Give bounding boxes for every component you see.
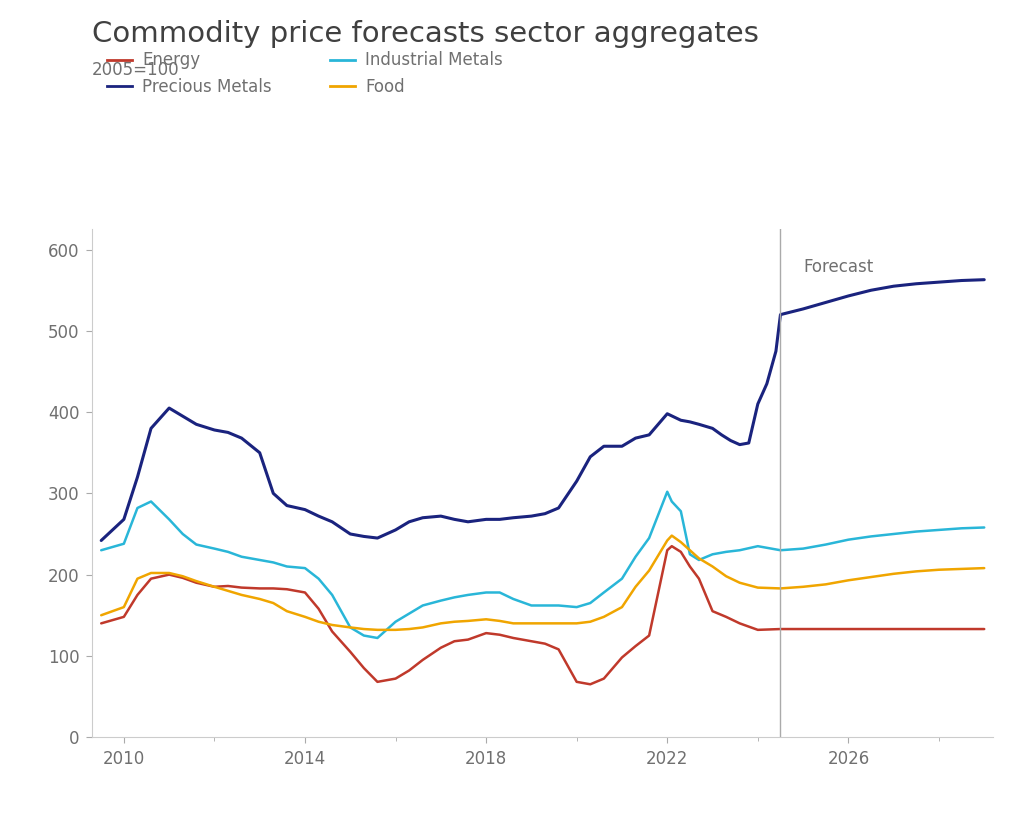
Text: 2005=100: 2005=100: [92, 61, 180, 79]
Text: Commodity price forecasts sector aggregates: Commodity price forecasts sector aggrega…: [92, 20, 759, 48]
Legend: Energy, Precious Metals, Industrial Metals, Food: Energy, Precious Metals, Industrial Meta…: [100, 45, 510, 102]
Text: Forecast: Forecast: [803, 258, 873, 276]
